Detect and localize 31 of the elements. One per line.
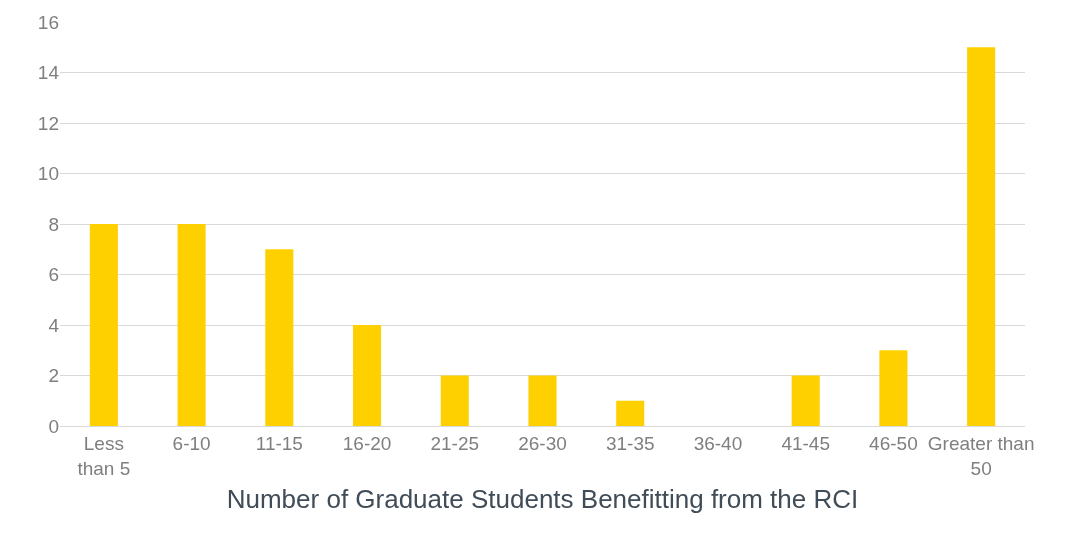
y-tick-label: 8 xyxy=(48,213,59,235)
bar xyxy=(353,325,382,426)
y-tick-label: 10 xyxy=(37,163,59,185)
x-tick-label: 41-45 xyxy=(781,432,830,454)
y-tick-label: 0 xyxy=(48,415,59,437)
bar xyxy=(177,224,206,426)
y-tick-label: 12 xyxy=(37,112,59,134)
bar xyxy=(616,400,645,426)
x-tick-label: 16-20 xyxy=(342,432,392,454)
x-tick-label: 11-15 xyxy=(255,432,303,454)
x-tick-label: 31-35 xyxy=(605,432,655,454)
x-tick-label: 21-25 xyxy=(430,432,480,454)
bar xyxy=(89,224,118,426)
bar xyxy=(967,47,996,426)
bar xyxy=(440,375,469,426)
x-tick-label: Greater than 50 xyxy=(927,432,1035,479)
bar xyxy=(879,350,908,426)
x-axis-title: Number of Graduate Students Benefitting from the RCI xyxy=(226,484,859,515)
bar xyxy=(791,375,820,426)
y-tick-label: 14 xyxy=(37,62,60,84)
y-tick-label: 16 xyxy=(37,11,59,33)
y-tick-label: 6 xyxy=(48,264,59,286)
x-tick-label: 26-30 xyxy=(518,432,567,454)
bar xyxy=(528,375,557,426)
x-tick-label: 6-10 xyxy=(172,432,211,454)
x-tick-label: 36-40 xyxy=(693,432,743,454)
x-tick-label: Less than 5 xyxy=(77,432,131,479)
y-tick-label: 2 xyxy=(48,365,59,387)
bar xyxy=(265,249,294,426)
y-tick-label: 4 xyxy=(48,314,60,336)
x-tick-label: 46-50 xyxy=(869,432,918,454)
